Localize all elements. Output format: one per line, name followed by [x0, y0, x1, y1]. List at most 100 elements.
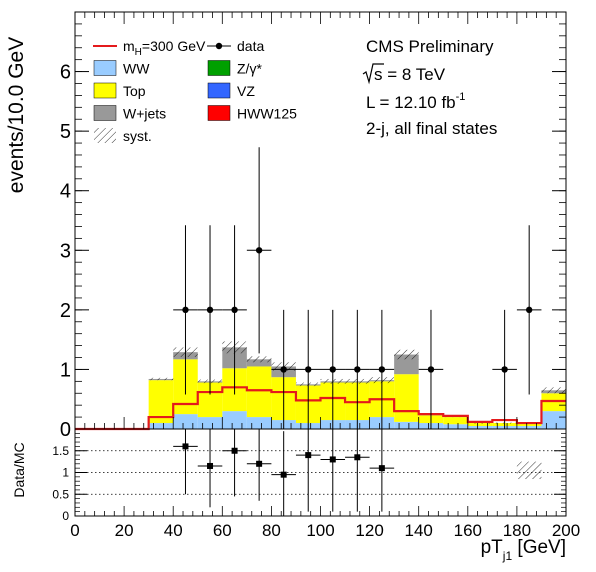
- ratio-points-group: [173, 429, 395, 516]
- main-ytick-label-4: 4: [60, 181, 71, 203]
- ratio-syst-band-0: [516, 461, 542, 480]
- main-ytick-label-0: 0: [60, 419, 71, 441]
- legend-label-col1-0: mH=300 GeV: [123, 38, 206, 58]
- annotation-energy-text: s = 8 TeV: [374, 65, 446, 84]
- data-point-7: [345, 309, 370, 429]
- stack-bar-ww-13: [394, 421, 419, 429]
- legend-entry-col2-3: HWW125: [207, 105, 297, 122]
- stack-bar-ww-6: [222, 411, 247, 429]
- stack-bar-top-15: [443, 417, 468, 425]
- annotation-energy: s = 8 TeV: [362, 63, 446, 85]
- annotation-title: CMS Preliminary: [366, 37, 494, 56]
- stack-bar-ww-15: [443, 424, 468, 429]
- stack-bar-top-18: [516, 423, 542, 427]
- legend-label-col2-2: VZ: [237, 83, 255, 99]
- main-ytick-label-2: 2: [60, 300, 71, 322]
- legend-label-col2-1: Z/γ*: [237, 61, 262, 77]
- data-point-1: [197, 225, 223, 395]
- syst-band-7: [246, 356, 272, 363]
- legend-label-col2-3: HWW125: [237, 106, 297, 122]
- legend-label-col1-4: syst.: [123, 128, 152, 144]
- sqrt-icon: [362, 63, 384, 85]
- legend-label-col1-2: Top: [123, 83, 146, 99]
- data-point-0: [173, 225, 198, 395]
- main-axes-group: 0 1 2 3 4 5 6: [60, 11, 567, 441]
- legend-label-col2-0: data: [237, 38, 264, 54]
- syst-band-3: [148, 377, 174, 381]
- main-ytick-label-1: 1: [60, 359, 71, 381]
- syst-band-16: [467, 422, 493, 424]
- xtick-label-0: 0: [70, 521, 79, 540]
- data-point-6: [320, 309, 346, 429]
- data-point-10: [492, 309, 517, 429]
- legend-entry-col1-4: syst.: [94, 128, 152, 144]
- ratio-ytick-label-3: 1.5: [52, 444, 69, 458]
- xlabel: pTj1 [GeV]: [481, 537, 566, 563]
- stack-bar-ww-19: [541, 411, 566, 429]
- ratio-syst-band-group: [516, 461, 542, 480]
- ratio-point-4: [271, 431, 296, 516]
- main-ylabel: events/10.0 GeV: [5, 37, 28, 193]
- stack-bar-ww-3: [148, 423, 174, 429]
- ratio-ytick-label-2: 1: [62, 466, 69, 480]
- ratio-point-8: [369, 429, 395, 512]
- legend-entry-col1-0: mH=300 GeV: [93, 38, 206, 58]
- ratio-point-0: [173, 429, 198, 495]
- stack-bar-ww-7: [246, 417, 272, 429]
- stack-bar-ww-5: [197, 417, 223, 429]
- ratio-point-1: [197, 429, 223, 508]
- data-point-8: [369, 309, 395, 429]
- stack-bar-w-jets-7: [246, 359, 272, 367]
- ratio-point-7: [345, 429, 370, 512]
- data-points-group: [173, 147, 542, 429]
- main-ytick-label-6: 6: [60, 62, 71, 84]
- data-point-9: [418, 309, 444, 429]
- xtick-label-9: 180: [503, 521, 531, 540]
- xtick-label-5: 100: [306, 521, 334, 540]
- data-point-2: [222, 225, 247, 395]
- stack-bar-ww-4: [173, 414, 198, 429]
- xtick-label-6: 120: [355, 521, 383, 540]
- ratio-point-3: [246, 429, 272, 501]
- ratio-ytick-label-1: 0.5: [52, 487, 69, 501]
- stack-bar-ww-16: [467, 426, 493, 429]
- ratio-axes-group: 0 0.5 1 1.5 0 20 40 60 80 100 120 140 160 180 200: [52, 428, 580, 540]
- stack-bar-top-16: [467, 423, 493, 427]
- annotation-lumi: L = 12.10 fb-1: [366, 91, 465, 112]
- data-point-5: [295, 309, 321, 429]
- annotation-selection: 2-j, all final states: [366, 119, 497, 138]
- syst-band-13: [394, 349, 419, 360]
- stack-bar-w-jets-13: [394, 354, 419, 375]
- ratio-grid-group: [75, 450, 566, 495]
- stack-bar-top-7: [246, 366, 272, 418]
- legend-label-col1-3: W+jets: [123, 106, 166, 122]
- xtick-label-10: 200: [552, 521, 580, 540]
- xtick-label-7: 140: [405, 521, 433, 540]
- legend-entry-col2-0: data: [207, 38, 264, 54]
- data-point-11: [516, 225, 542, 395]
- stack-bar-ww-18: [516, 426, 542, 429]
- xlabel-sub: j1: [502, 549, 513, 563]
- xlabel-unit: [GeV]: [512, 537, 566, 558]
- xtick-label-8: 160: [454, 521, 482, 540]
- legend-entry-col1-2: Top: [93, 82, 146, 99]
- legend-entry-col1-1: WW: [93, 60, 150, 77]
- legend-entry-col2-2: VZ: [207, 82, 255, 99]
- ratio-ytick-label-0: 0: [62, 509, 69, 523]
- ratio-point-2: [222, 429, 247, 497]
- data-point-3: [246, 147, 272, 354]
- ratio-ylabel: Data/MC: [11, 442, 27, 497]
- syst-band-19: [541, 387, 566, 394]
- xtick-label-4: 80: [262, 521, 281, 540]
- annotation-lumi-sup: -1: [456, 91, 466, 103]
- xtick-label-1: 20: [115, 521, 134, 540]
- xtick-label-3: 60: [213, 521, 232, 540]
- annotation-lumi-text: L = 12.10 fb: [366, 93, 456, 112]
- legend-entry-col1-3: W+jets: [93, 105, 166, 122]
- xlabel-main: pT: [481, 537, 504, 558]
- legend: mH=300 GeV WW Top W+jets syst. data Z/γ* VZ HWW1…: [93, 38, 297, 144]
- ratio-point-5: [295, 429, 321, 512]
- ratio-point-6: [320, 429, 346, 512]
- stack-bar-top-13: [394, 374, 419, 422]
